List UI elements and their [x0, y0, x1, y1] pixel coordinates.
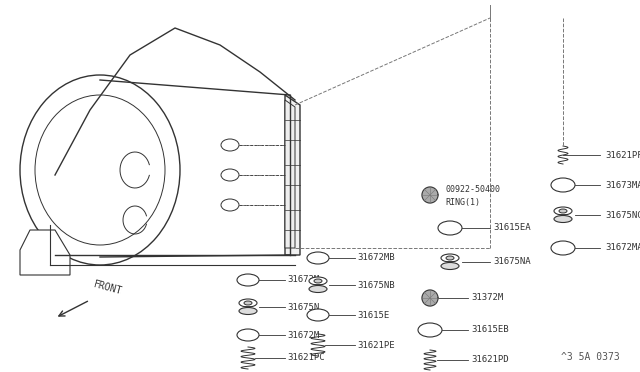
- Ellipse shape: [551, 178, 575, 192]
- Text: ^3 5A 0373: ^3 5A 0373: [561, 352, 620, 362]
- Ellipse shape: [438, 221, 462, 235]
- Text: 31672MB: 31672MB: [357, 253, 395, 263]
- Ellipse shape: [554, 215, 572, 222]
- Ellipse shape: [441, 254, 459, 262]
- Polygon shape: [422, 187, 438, 203]
- Text: 31673M: 31673M: [287, 276, 319, 285]
- Ellipse shape: [446, 256, 454, 260]
- Ellipse shape: [221, 199, 239, 211]
- Ellipse shape: [237, 329, 259, 341]
- Ellipse shape: [441, 263, 459, 269]
- Text: 31675NA: 31675NA: [493, 257, 531, 266]
- Text: 00922-50400: 00922-50400: [445, 186, 500, 195]
- Text: FRONT: FRONT: [92, 280, 123, 297]
- Text: 31675NB: 31675NB: [357, 280, 395, 289]
- Polygon shape: [285, 95, 300, 255]
- Polygon shape: [20, 230, 70, 275]
- Polygon shape: [422, 290, 438, 306]
- Ellipse shape: [309, 285, 327, 292]
- Text: 31615E: 31615E: [357, 311, 389, 320]
- Ellipse shape: [244, 301, 252, 305]
- Text: 31673MA: 31673MA: [605, 180, 640, 189]
- Ellipse shape: [237, 274, 259, 286]
- Text: 31615EA: 31615EA: [493, 224, 531, 232]
- Ellipse shape: [551, 241, 575, 255]
- Text: RING(1): RING(1): [445, 198, 480, 206]
- Ellipse shape: [559, 209, 567, 213]
- Ellipse shape: [20, 75, 180, 265]
- Ellipse shape: [314, 279, 322, 283]
- Text: 31615EB: 31615EB: [471, 326, 509, 334]
- Text: 31672M: 31672M: [287, 330, 319, 340]
- Text: 31621PF: 31621PF: [605, 151, 640, 160]
- Ellipse shape: [221, 169, 239, 181]
- Text: 31621PD: 31621PD: [471, 356, 509, 365]
- Ellipse shape: [418, 323, 442, 337]
- Ellipse shape: [554, 207, 572, 215]
- Ellipse shape: [307, 252, 329, 264]
- Ellipse shape: [239, 299, 257, 307]
- Ellipse shape: [307, 309, 329, 321]
- Polygon shape: [100, 80, 290, 257]
- Text: 31672MA: 31672MA: [605, 244, 640, 253]
- Text: 31621PC: 31621PC: [287, 353, 324, 362]
- Ellipse shape: [35, 95, 165, 245]
- Ellipse shape: [239, 308, 257, 314]
- Polygon shape: [285, 100, 295, 248]
- Text: 31621PE: 31621PE: [357, 340, 395, 350]
- Text: 31675N: 31675N: [287, 302, 319, 311]
- Text: 31675NC: 31675NC: [605, 211, 640, 219]
- Ellipse shape: [309, 277, 327, 285]
- Text: 31372M: 31372M: [471, 294, 503, 302]
- Ellipse shape: [221, 139, 239, 151]
